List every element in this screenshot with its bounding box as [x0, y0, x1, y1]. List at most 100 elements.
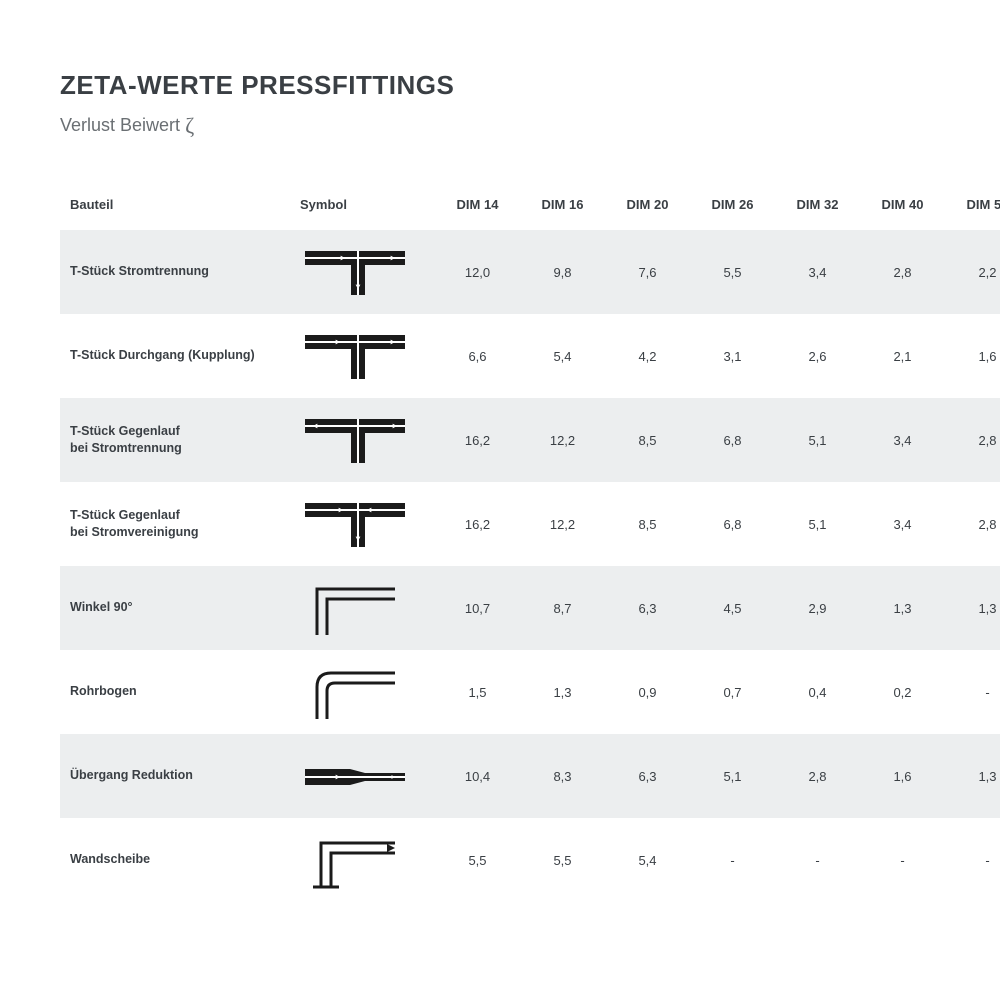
reduction-icon — [295, 741, 415, 811]
t-through-icon — [295, 321, 415, 391]
col-dim-14: DIM 14 — [435, 187, 520, 230]
angle-90-icon — [295, 573, 415, 643]
part-name: T-Stück Gegenlaufbei Stromvereinigung — [60, 482, 295, 566]
col-bauteil: Bauteil — [60, 187, 295, 230]
symbol-cell — [295, 734, 435, 818]
value-cell: 3,4 — [860, 398, 945, 482]
part-name: Rohrbogen — [60, 650, 295, 734]
table-row: Winkel 90° 10,78,76,34,52,91,31,3 — [60, 566, 1000, 650]
table-row: Wandscheibe 5,55,55,4---- — [60, 818, 1000, 902]
value-cell: 2,9 — [775, 566, 860, 650]
col-dim-20: DIM 20 — [605, 187, 690, 230]
value-cell: 3,1 — [690, 314, 775, 398]
header-row: Bauteil Symbol DIM 14 DIM 16 DIM 20 DIM … — [60, 187, 1000, 230]
value-cell: 5,1 — [775, 398, 860, 482]
value-cell: 12,2 — [520, 398, 605, 482]
value-cell: 10,7 — [435, 566, 520, 650]
table-row: T-Stück Stromtrennung 12,09,87,65,53,42,… — [60, 230, 1000, 314]
value-cell: 7,6 — [605, 230, 690, 314]
value-cell: 5,5 — [520, 818, 605, 902]
part-name: Wandscheibe — [60, 818, 295, 902]
table-row: Übergang Reduktion 10,48,36,35,12,81,61,… — [60, 734, 1000, 818]
value-cell: - — [775, 818, 860, 902]
part-name: Übergang Reduktion — [60, 734, 295, 818]
part-name: Winkel 90° — [60, 566, 295, 650]
value-cell: 4,2 — [605, 314, 690, 398]
part-name: T-Stück Gegenlaufbei Stromtrennung — [60, 398, 295, 482]
value-cell: 5,4 — [605, 818, 690, 902]
value-cell: 0,2 — [860, 650, 945, 734]
value-cell: 1,6 — [860, 734, 945, 818]
value-cell: 4,5 — [690, 566, 775, 650]
value-cell: 1,3 — [945, 734, 1000, 818]
value-cell: - — [945, 818, 1000, 902]
col-dim-40: DIM 40 — [860, 187, 945, 230]
value-cell: 2,8 — [860, 230, 945, 314]
value-cell: 1,3 — [945, 566, 1000, 650]
value-cell: 1,3 — [860, 566, 945, 650]
value-cell: 8,5 — [605, 398, 690, 482]
value-cell: 12,2 — [520, 482, 605, 566]
t-counter-merge-icon — [295, 489, 415, 559]
value-cell: 1,3 — [520, 650, 605, 734]
value-cell: 2,6 — [775, 314, 860, 398]
value-cell: 6,3 — [605, 734, 690, 818]
value-cell: 0,7 — [690, 650, 775, 734]
wall-disc-icon — [295, 825, 415, 895]
subtitle-prefix: Verlust Beiwert — [60, 115, 185, 135]
value-cell: 2,2 — [945, 230, 1000, 314]
value-cell: 2,8 — [775, 734, 860, 818]
value-cell: 1,6 — [945, 314, 1000, 398]
part-name: T-Stück Durchgang (Kupplung) — [60, 314, 295, 398]
value-cell: 6,6 — [435, 314, 520, 398]
value-cell: 12,0 — [435, 230, 520, 314]
value-cell: - — [690, 818, 775, 902]
value-cell: 3,4 — [775, 230, 860, 314]
value-cell: 2,8 — [945, 398, 1000, 482]
pipe-bend-icon — [295, 657, 415, 727]
value-cell: 5,5 — [435, 818, 520, 902]
zeta-symbol: ζ — [185, 113, 194, 139]
part-name: T-Stück Stromtrennung — [60, 230, 295, 314]
value-cell: - — [945, 650, 1000, 734]
t-counter-split-icon — [295, 405, 415, 475]
col-symbol: Symbol — [295, 187, 435, 230]
value-cell: 0,9 — [605, 650, 690, 734]
value-cell: 3,4 — [860, 482, 945, 566]
symbol-cell — [295, 398, 435, 482]
value-cell: 6,8 — [690, 398, 775, 482]
table-row: Rohrbogen 1,51,30,90,70,40,2- — [60, 650, 1000, 734]
page-title: ZETA-WERTE PRESSFITTINGS — [60, 70, 950, 101]
col-dim-26: DIM 26 — [690, 187, 775, 230]
value-cell: 5,4 — [520, 314, 605, 398]
value-cell: 9,8 — [520, 230, 605, 314]
value-cell: 2,1 — [860, 314, 945, 398]
value-cell: 5,5 — [690, 230, 775, 314]
value-cell: 8,3 — [520, 734, 605, 818]
value-cell: 0,4 — [775, 650, 860, 734]
value-cell: - — [860, 818, 945, 902]
t-split-icon — [295, 237, 415, 307]
symbol-cell — [295, 818, 435, 902]
col-dim-32: DIM 32 — [775, 187, 860, 230]
symbol-cell — [295, 314, 435, 398]
value-cell: 5,1 — [690, 734, 775, 818]
col-dim-16: DIM 16 — [520, 187, 605, 230]
page-subtitle: Verlust Beiwert ζ — [60, 111, 950, 137]
symbol-cell — [295, 482, 435, 566]
symbol-cell — [295, 650, 435, 734]
value-cell: 5,1 — [775, 482, 860, 566]
value-cell: 6,8 — [690, 482, 775, 566]
table-row: T-Stück Gegenlaufbei Stromtrennung 16,21… — [60, 398, 1000, 482]
value-cell: 6,3 — [605, 566, 690, 650]
value-cell: 10,4 — [435, 734, 520, 818]
col-dim-50: DIM 50 — [945, 187, 1000, 230]
value-cell: 16,2 — [435, 398, 520, 482]
value-cell: 2,8 — [945, 482, 1000, 566]
table-row: T-Stück Gegenlaufbei Stromvereinigung 16… — [60, 482, 1000, 566]
value-cell: 1,5 — [435, 650, 520, 734]
table-row: T-Stück Durchgang (Kupplung) 6,65,44,23,… — [60, 314, 1000, 398]
value-cell: 8,7 — [520, 566, 605, 650]
zeta-table: Bauteil Symbol DIM 14 DIM 16 DIM 20 DIM … — [60, 187, 1000, 902]
symbol-cell — [295, 230, 435, 314]
